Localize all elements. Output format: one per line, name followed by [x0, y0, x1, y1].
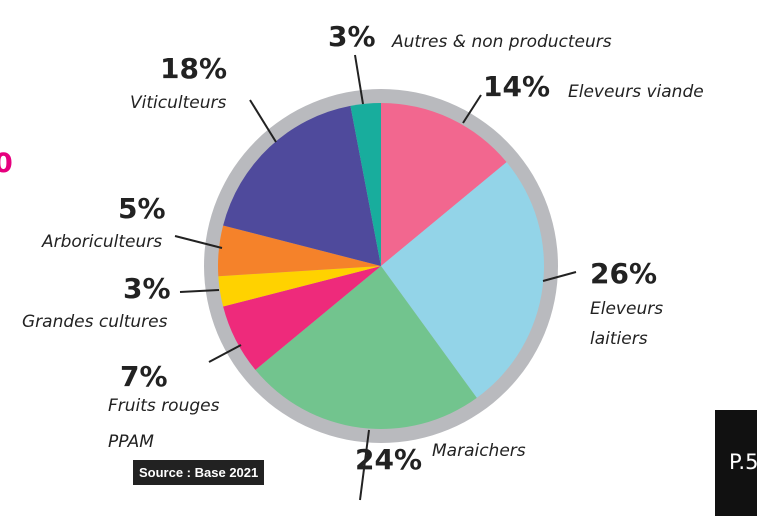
slice: [381, 162, 544, 398]
leader-line: [174, 235, 223, 249]
slice: [223, 105, 381, 266]
source-note: Source : Base 2021: [133, 460, 265, 485]
value-label: 3%: [328, 20, 376, 53]
category-label: Eleveurs laitiers: [590, 299, 664, 349]
value-label: 14%: [483, 70, 551, 103]
category-label: Autres & non producteurs: [392, 32, 612, 52]
slice: [350, 103, 381, 266]
leader-lines: [174, 54, 577, 501]
value-label: 7%: [120, 360, 168, 393]
leader-line: [359, 429, 370, 501]
value-label: 18%: [160, 52, 228, 85]
slice: [381, 103, 507, 266]
value-label: 5%: [118, 192, 166, 225]
category-label: Arboriculteurs: [42, 232, 163, 252]
category-label: Eleveurs viande: [568, 82, 704, 102]
slice: [218, 225, 381, 277]
pie: [204, 89, 558, 443]
category-label: Grandes cultures: [22, 312, 168, 332]
category-label: Fruits rouges PPAM: [108, 396, 220, 452]
page-marker: P.5: [715, 410, 757, 516]
leader-line: [249, 99, 277, 143]
side-text: 0: [0, 148, 13, 179]
leader-line: [542, 271, 577, 282]
slice: [255, 266, 477, 429]
leader-line: [179, 289, 220, 293]
slice: [223, 266, 381, 370]
value-label: 26%: [590, 257, 658, 290]
value-label: 3%: [123, 272, 171, 305]
slice: [218, 266, 381, 307]
category-label: Maraichers: [432, 441, 526, 461]
category-label: Viticulteurs: [130, 93, 227, 113]
value-label: 24%: [355, 443, 423, 476]
leader-line: [208, 344, 242, 363]
leader-line: [462, 94, 482, 124]
leader-line: [354, 54, 364, 105]
